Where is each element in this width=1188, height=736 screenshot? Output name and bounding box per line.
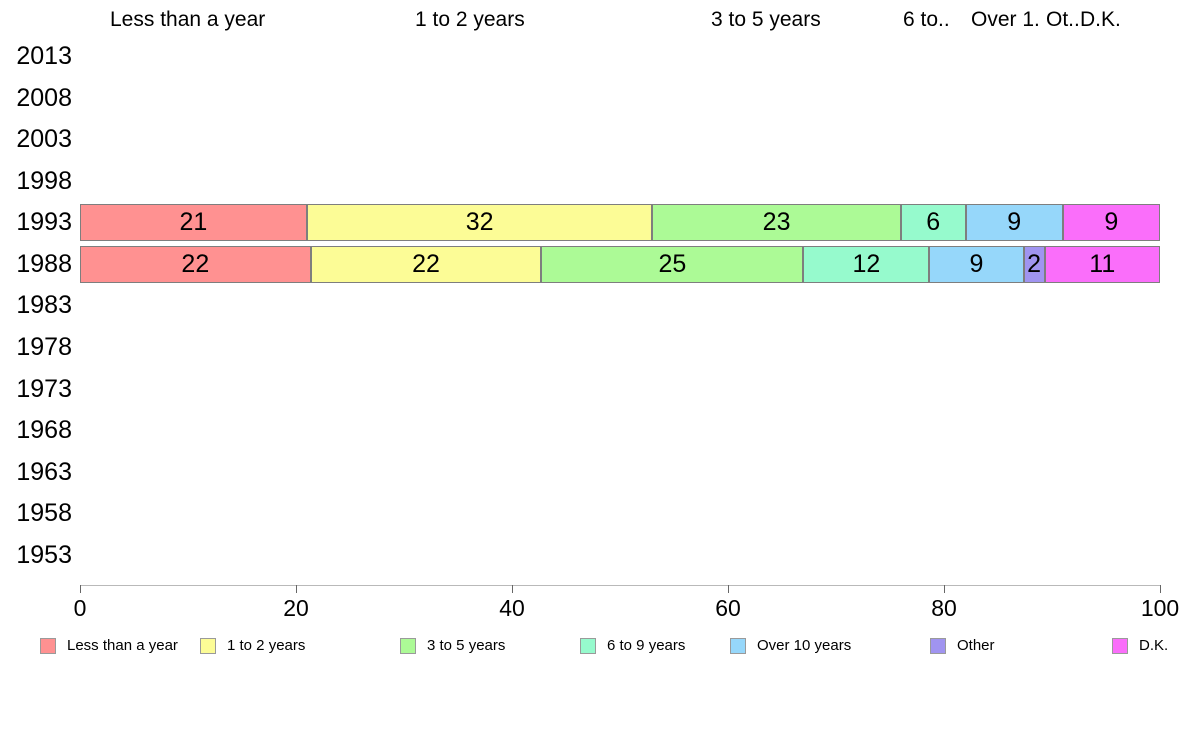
x-axis-tick xyxy=(80,585,81,593)
bar-value-label: 6 xyxy=(926,208,941,237)
bar-value-label: 2 xyxy=(1027,249,1042,278)
column-header: 6 to.. xyxy=(903,8,950,31)
column-header: Ot.. xyxy=(1046,8,1080,31)
legend-color-swatch-icon xyxy=(1112,638,1128,654)
x-axis-tick xyxy=(512,585,513,593)
column-header: Over 1. xyxy=(971,8,1040,31)
y-axis-label: 1998 xyxy=(16,166,72,195)
legend-item-label: D.K. xyxy=(1139,637,1169,654)
legend-item-label: 3 to 5 years xyxy=(427,637,506,654)
legend-color-swatch-icon xyxy=(200,638,216,654)
bar-segment[interactable]: 9 xyxy=(929,245,1024,283)
y-axis-label: 1953 xyxy=(16,540,72,569)
y-axis-label: 1968 xyxy=(16,416,72,445)
legend-color-swatch-icon xyxy=(930,638,946,654)
bar-segment[interactable]: 25 xyxy=(541,245,804,283)
bar-value-label: 32 xyxy=(465,208,494,237)
bar-value-label: 25 xyxy=(658,249,687,278)
bar-value-label: 23 xyxy=(762,208,791,237)
legend-color-swatch-icon xyxy=(730,638,746,654)
bar-value-label: 9 xyxy=(1104,208,1119,237)
legend-color-swatch-icon xyxy=(40,638,56,654)
bar-value-label: 12 xyxy=(852,249,881,278)
y-axis-label: 2013 xyxy=(16,42,72,71)
column-header: 3 to 5 years xyxy=(711,8,821,31)
bar-value-label: 9 xyxy=(1007,208,1022,237)
bar-segment[interactable]: 23 xyxy=(652,204,901,242)
legend-item-label: 1 to 2 years xyxy=(227,637,306,654)
x-axis-tick xyxy=(944,585,945,593)
x-axis-tick-label: 20 xyxy=(283,595,309,621)
x-axis-tick-label: 100 xyxy=(1140,595,1180,621)
legend-item-label: Less than a year xyxy=(67,637,178,654)
y-axis-label: 1963 xyxy=(16,457,72,486)
bar-segment[interactable]: 21 xyxy=(80,204,307,242)
y-axis-label: 2003 xyxy=(16,125,72,154)
stacked-bar-1988: 22 22 25 12 9 2 11 xyxy=(80,245,1160,283)
y-axis-label: 2008 xyxy=(16,83,72,112)
y-axis-label: 1983 xyxy=(16,291,72,320)
bar-value-label: 9 xyxy=(969,249,984,278)
bar-value-label: 22 xyxy=(412,249,440,278)
y-axis-label: 1958 xyxy=(16,499,72,528)
bar-segment[interactable]: 22 xyxy=(310,245,542,283)
column-header: 1 to 2 years xyxy=(415,8,525,31)
y-axis-label: 1978 xyxy=(16,333,72,362)
legend-item-label: Other xyxy=(957,637,995,654)
bar-value-label: 22 xyxy=(181,249,210,278)
x-axis-tick xyxy=(1160,585,1161,593)
legend-color-swatch-icon xyxy=(580,638,596,654)
bar-segment[interactable]: 12 xyxy=(803,245,930,283)
bar-segment[interactable]: 2 xyxy=(1023,245,1045,283)
legend-item-label: 6 to 9 years xyxy=(607,637,686,654)
bar-segment[interactable]: 9 xyxy=(1062,204,1160,242)
x-axis-tick-label: 80 xyxy=(931,595,957,621)
x-axis-tick xyxy=(296,585,297,593)
x-axis-tick xyxy=(728,585,729,593)
column-header: Less than a year xyxy=(110,8,266,31)
stacked-bar-1993: 21 32 23 6 9 9 xyxy=(80,204,1160,242)
y-axis-label: 1993 xyxy=(16,208,72,237)
legend-color-swatch-icon xyxy=(400,638,416,654)
y-axis-label: 1988 xyxy=(16,249,72,278)
bar-segment[interactable]: 6 xyxy=(900,204,966,242)
bar-segment[interactable]: 22 xyxy=(80,245,311,283)
bar-segment[interactable]: 32 xyxy=(306,204,653,242)
x-axis-line xyxy=(80,585,1161,586)
bar-value-label: 11 xyxy=(1089,249,1116,278)
bar-segment[interactable]: 11 xyxy=(1044,245,1160,283)
bar-segment[interactable]: 9 xyxy=(965,204,1063,242)
legend-item-label: Over 10 years xyxy=(757,637,852,654)
bar-value-label: 21 xyxy=(179,208,208,237)
x-axis-tick-label: 40 xyxy=(499,595,525,621)
y-axis-label: 1973 xyxy=(16,374,72,403)
x-axis-tick-label: 0 xyxy=(73,595,87,621)
x-axis-tick-label: 60 xyxy=(715,595,741,621)
column-header: D.K. xyxy=(1080,8,1121,31)
